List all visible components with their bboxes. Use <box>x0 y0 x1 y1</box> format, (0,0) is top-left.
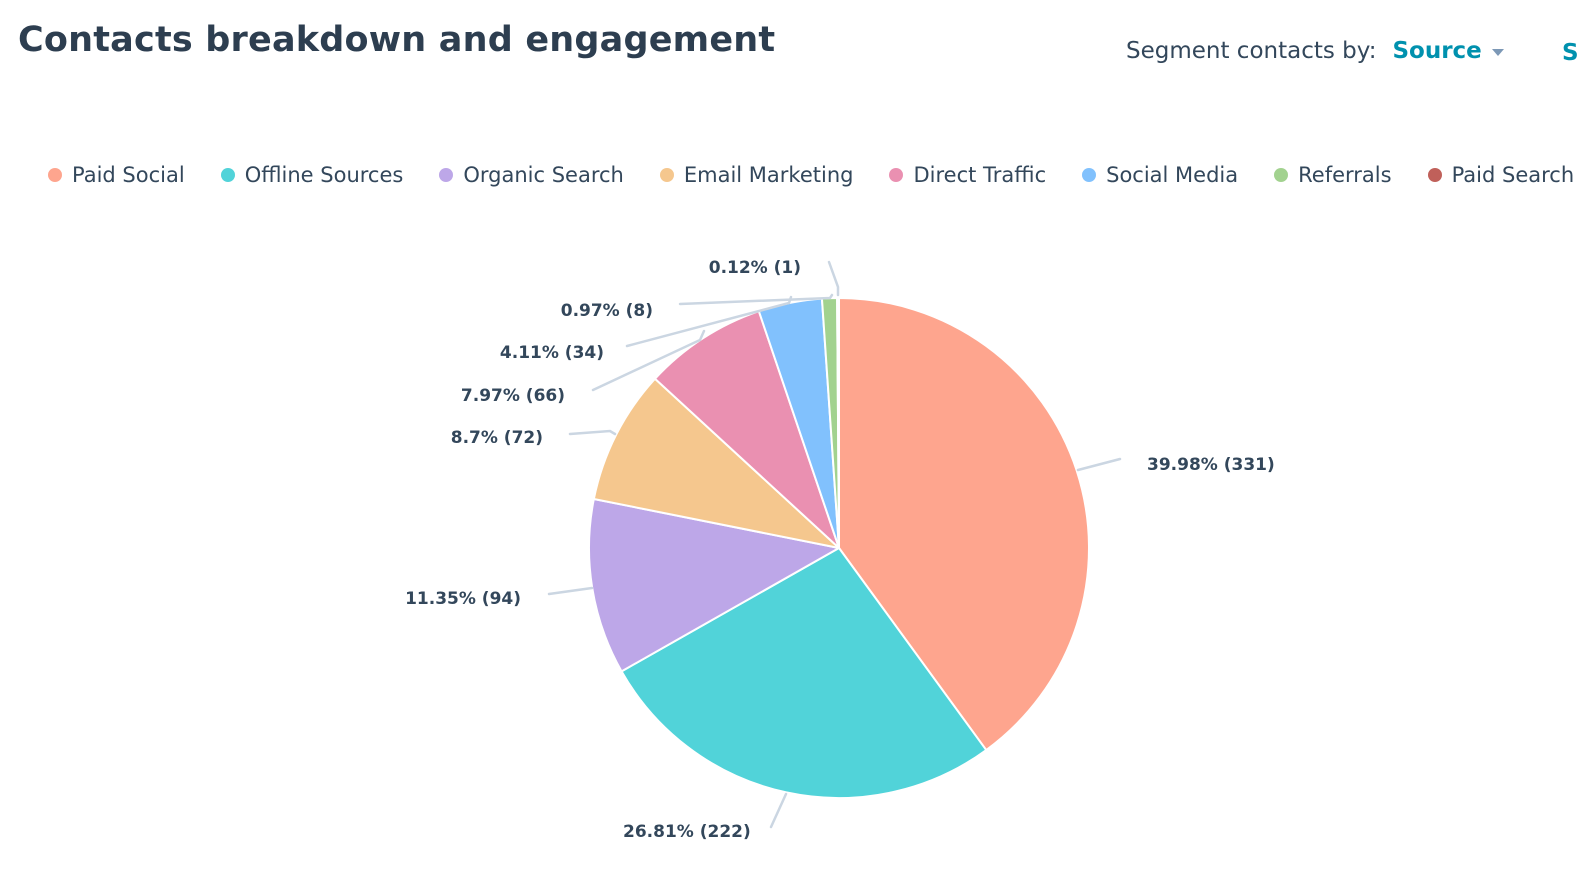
legend-label: Email Marketing <box>683 163 854 187</box>
data-label: 26.81% (222) <box>623 822 751 842</box>
legend-dot-icon <box>889 168 904 182</box>
legend-dot-icon <box>1274 168 1289 182</box>
legend-label: Organic Search <box>463 163 624 187</box>
pie-slice-paid-social[interactable] <box>838 297 1090 752</box>
legend-dot-icon <box>48 168 62 182</box>
chevron-down-icon[interactable] <box>1491 49 1504 56</box>
data-label: 7.97% (66) <box>461 386 565 406</box>
legend-label: Direct Traffic <box>913 163 1047 187</box>
page-title: Contacts breakdown and engagement <box>18 20 776 60</box>
legend-item-social-media[interactable]: Social Media <box>1082 163 1238 187</box>
legend-dot-icon <box>1082 168 1097 182</box>
data-label: 4.11% (34) <box>500 343 604 363</box>
data-label: 8.7% (72) <box>451 428 543 448</box>
legend-dot-icon <box>659 168 674 182</box>
leader-line <box>769 792 788 829</box>
legend-label: Offline Sources <box>244 163 404 187</box>
pie-slice-email-marketing[interactable] <box>592 377 840 549</box>
leader-line <box>568 429 617 436</box>
legend-dot-icon <box>220 168 235 182</box>
leader-line <box>678 293 834 306</box>
pie-slice-offline-sources[interactable] <box>620 547 988 799</box>
legend-item-paid-social[interactable]: Paid Social <box>48 163 185 187</box>
leader-line <box>827 260 840 297</box>
legend-label: Paid Search <box>1451 163 1575 187</box>
legend-label: Paid Social <box>72 163 185 187</box>
segment-dropdown[interactable]: Source <box>1392 38 1504 64</box>
data-label: 11.35% (94) <box>405 589 521 609</box>
truncated-control[interactable]: S <box>1562 40 1579 66</box>
segment-value[interactable]: Source <box>1392 38 1482 64</box>
legend-item-referrals[interactable]: Referrals <box>1274 163 1392 187</box>
legend-label: Referrals <box>1298 163 1392 187</box>
data-label: 0.12% (1) <box>709 258 801 278</box>
segment-control: Segment contacts by: Source <box>1126 38 1504 64</box>
legend-dot-icon <box>1427 168 1442 182</box>
legend-item-paid-search[interactable]: Paid Search <box>1427 163 1575 187</box>
leader-line <box>547 586 594 596</box>
legend-item-direct-traffic[interactable]: Direct Traffic <box>889 163 1046 187</box>
leader-line <box>1076 457 1122 472</box>
legend-item-offline-sources[interactable]: Offline Sources <box>220 163 404 187</box>
legend-item-email-marketing[interactable]: Email Marketing <box>659 163 854 187</box>
legend-item-organic-search[interactable]: Organic Search <box>439 163 624 187</box>
pie-slice-paid-search[interactable] <box>836 297 840 549</box>
legend-dot-icon <box>439 168 454 182</box>
data-label: 39.98% (331) <box>1147 455 1275 475</box>
data-label: 0.97% (8) <box>561 301 653 321</box>
segment-label: Segment contacts by: <box>1126 38 1377 64</box>
legend-label: Social Media <box>1106 163 1239 187</box>
leader-line <box>591 329 706 392</box>
chart-legend: Paid Social Offline Sources Organic Sear… <box>48 163 1574 187</box>
